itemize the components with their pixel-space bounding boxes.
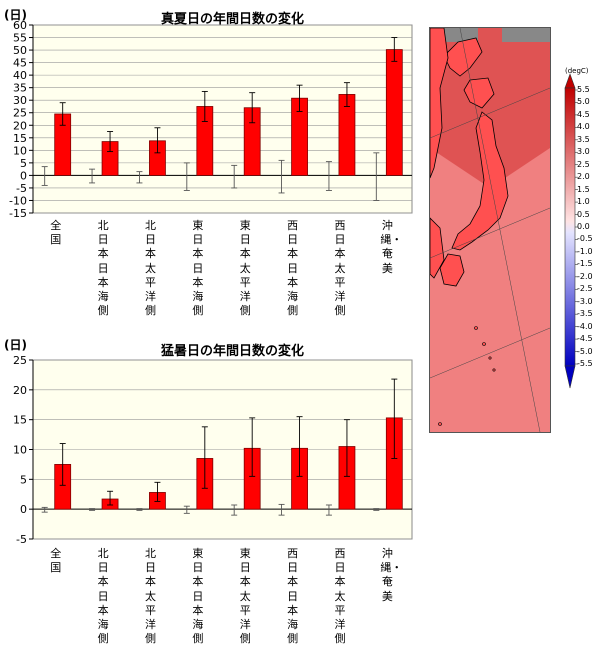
y-tick-label: 25 [13, 354, 27, 367]
chart1-title: 真夏日の年間日数の変化 [160, 12, 304, 27]
colorbar-label: -1.0 [577, 246, 593, 256]
colorbar-label: 5.0 [577, 97, 590, 107]
y-tick-label: 10 [13, 144, 27, 157]
y-tick-label: -15 [9, 207, 27, 220]
chart2-unit-label: (日) [4, 338, 27, 352]
colorbar-arrow-bottom [564, 365, 576, 389]
map-island [482, 342, 486, 346]
colorbar-label: -3.5 [577, 309, 593, 319]
colorbar-label: 3.0 [577, 147, 590, 157]
x-category-label: 北日本日本海側 [97, 219, 109, 318]
colorbar-label: 3.5 [577, 134, 590, 144]
y-tick-label: 0 [20, 169, 27, 182]
x-category-label: 東日本太平洋側 [239, 547, 251, 646]
colorbar-label: -4.0 [577, 321, 593, 331]
y-tick-label: 5 [20, 473, 27, 486]
chart2-title: 猛暑日の年間日数の変化 [160, 344, 304, 359]
x-category-label: 東日本太平洋側 [239, 219, 251, 318]
map-land-continent [430, 28, 449, 179]
y-tick-label: 5 [20, 157, 27, 170]
colorbar-label: -1.5 [577, 259, 593, 269]
map-svg [430, 28, 550, 432]
y-tick-label: 35 [13, 82, 27, 95]
y-tick-label: 30 [13, 94, 27, 107]
y-tick-label: 20 [13, 119, 27, 132]
map-gridline [430, 207, 550, 259]
map-island [438, 422, 442, 426]
x-category-label: 東日本日本海側 [192, 219, 204, 318]
colorbar-label: 2.5 [577, 159, 590, 169]
y-tick-label: -5 [16, 182, 27, 195]
map-land-honshu [451, 111, 509, 251]
x-category-label: 西日本太平洋側 [334, 547, 346, 646]
colorbar-label: 1.0 [577, 197, 590, 207]
map-gridline [459, 28, 541, 432]
y-tick-label: 40 [13, 69, 27, 82]
x-category-label: 西日本日本海側 [287, 547, 299, 646]
map-gridline [430, 327, 550, 379]
map-island [488, 356, 492, 360]
temperature-change-map [429, 27, 551, 433]
y-tick-label: 50 [13, 44, 27, 57]
x-category-label: 全国 [50, 219, 62, 247]
colorbar [564, 73, 578, 389]
map-nodata-right [502, 28, 550, 42]
chart-summer-days: (日) 真夏日の年間日数の変化 -15 -10 -5 0 5 10 15 20 25 30 35 40… [0, 0, 425, 325]
colorbar-gradient [564, 87, 576, 367]
x-category-label: 北日本太平洋側 [144, 219, 156, 318]
chart2-plot: -5 0 5 10 15 20 25 [13, 354, 413, 546]
colorbar-label: 4.0 [577, 122, 590, 132]
colorbar-label: -2.5 [577, 284, 593, 294]
y-tick-label: -5 [16, 533, 27, 546]
colorbar-label: 1.5 [577, 184, 590, 194]
colorbar-label: 4.5 [577, 109, 590, 119]
x-category-label: 東日本日本海側 [192, 547, 204, 646]
chart-hot-days: (日) 猛暑日の年間日数の変化 -5 0 5 10 15 20 25 全国 北日本日本海側 北日… [0, 330, 425, 657]
x-category-label: 西日本太平洋側 [334, 219, 346, 318]
map-land-korea [430, 217, 445, 279]
y-tick-label: 15 [13, 132, 27, 145]
y-tick-label: 10 [13, 444, 27, 457]
y-tick-label: 15 [13, 414, 27, 427]
map-island [474, 326, 478, 330]
map-gridline [430, 87, 550, 139]
bar [385, 49, 403, 176]
map-island [492, 368, 496, 372]
chart1-unit-label: (日) [4, 8, 27, 22]
colorbar-label: -0.5 [577, 234, 593, 244]
colorbar-label: 0.0 [577, 222, 590, 231]
colorbar-label: 5.5 [577, 85, 590, 94]
x-category-label: 北日本太平洋側 [144, 547, 156, 646]
colorbar-label: -4.5 [577, 334, 593, 344]
colorbar-label: -5.5 [577, 359, 593, 368]
y-tick-label: 55 [13, 32, 27, 45]
colorbar-unit-label: (degC) [565, 67, 589, 75]
y-tick-label: 0 [20, 503, 27, 516]
colorbar-label: -5.0 [577, 346, 593, 356]
colorbar-label: -3.0 [577, 296, 593, 306]
y-tick-label: 25 [13, 107, 27, 120]
colorbar-label: -2.0 [577, 271, 593, 281]
colorbar-label: 2.0 [577, 172, 590, 182]
x-category-label: 沖縄・奄美 [380, 547, 403, 603]
y-tick-label: 60 [13, 19, 27, 32]
colorbar-label: 0.5 [577, 209, 590, 219]
x-category-label: 西日本日本海側 [287, 219, 299, 318]
y-tick-label: -10 [9, 194, 27, 207]
x-category-label: 全国 [50, 547, 62, 575]
y-tick-label: 20 [13, 384, 27, 397]
y-tick-label: 45 [13, 57, 27, 70]
x-category-label: 沖縄・奄美 [380, 219, 403, 275]
x-category-label: 北日本日本海側 [97, 547, 109, 646]
colorbar-arrow-top [564, 73, 576, 89]
